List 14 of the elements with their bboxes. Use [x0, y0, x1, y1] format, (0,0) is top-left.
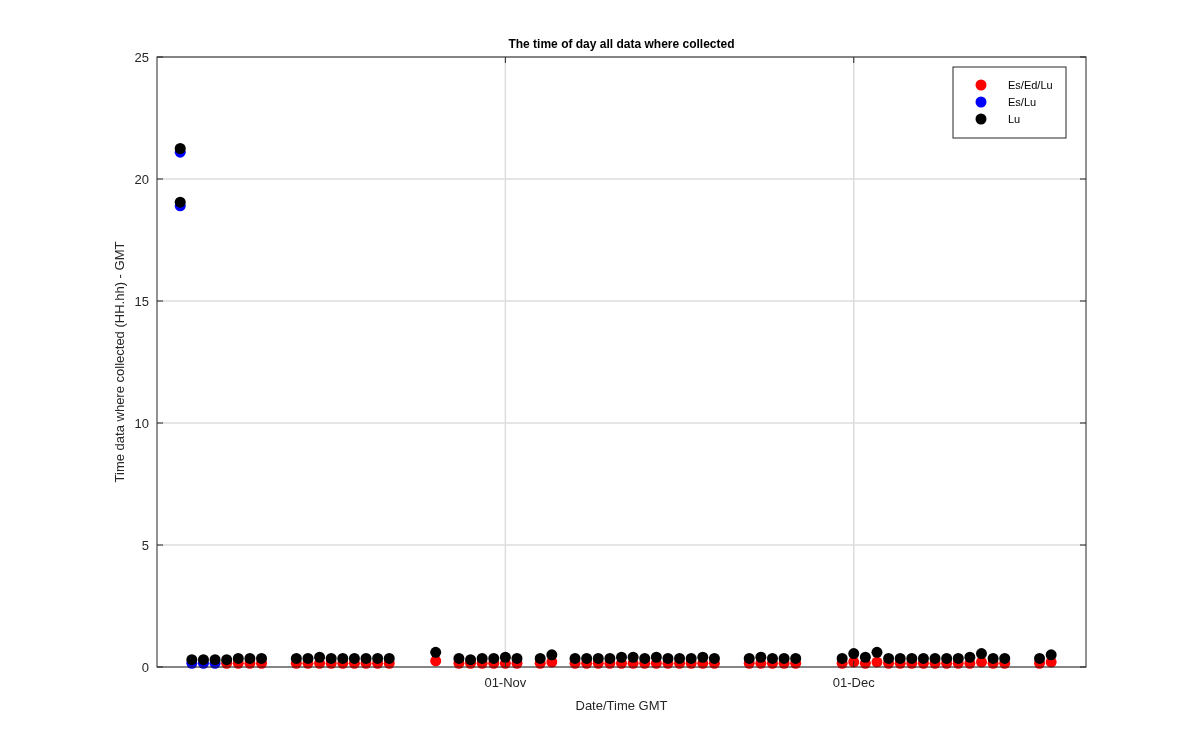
- legend-label: Es/Lu: [1008, 95, 1037, 108]
- y-tick-label: 20: [134, 171, 149, 187]
- y-tick-label: 25: [134, 49, 149, 65]
- y-axis-title: Time data where collected (HH.hh) - GMT: [112, 241, 127, 483]
- x-axis-title: Date/Time GMT: [575, 698, 668, 713]
- x-tick-label: 01-Dec: [832, 675, 876, 690]
- y-tick-label: 5: [141, 537, 149, 553]
- x-tick-label: 01-Nov: [484, 675, 527, 690]
- y-tick-label: 15: [134, 293, 149, 309]
- chart-title: The time of day all data where collected: [508, 37, 735, 51]
- y-tick-label: 10: [134, 415, 149, 431]
- legend-label: Lu: [1008, 112, 1021, 125]
- y-tick-label: 0: [141, 659, 149, 675]
- legend-label: Es/Ed/Lu: [1008, 78, 1053, 91]
